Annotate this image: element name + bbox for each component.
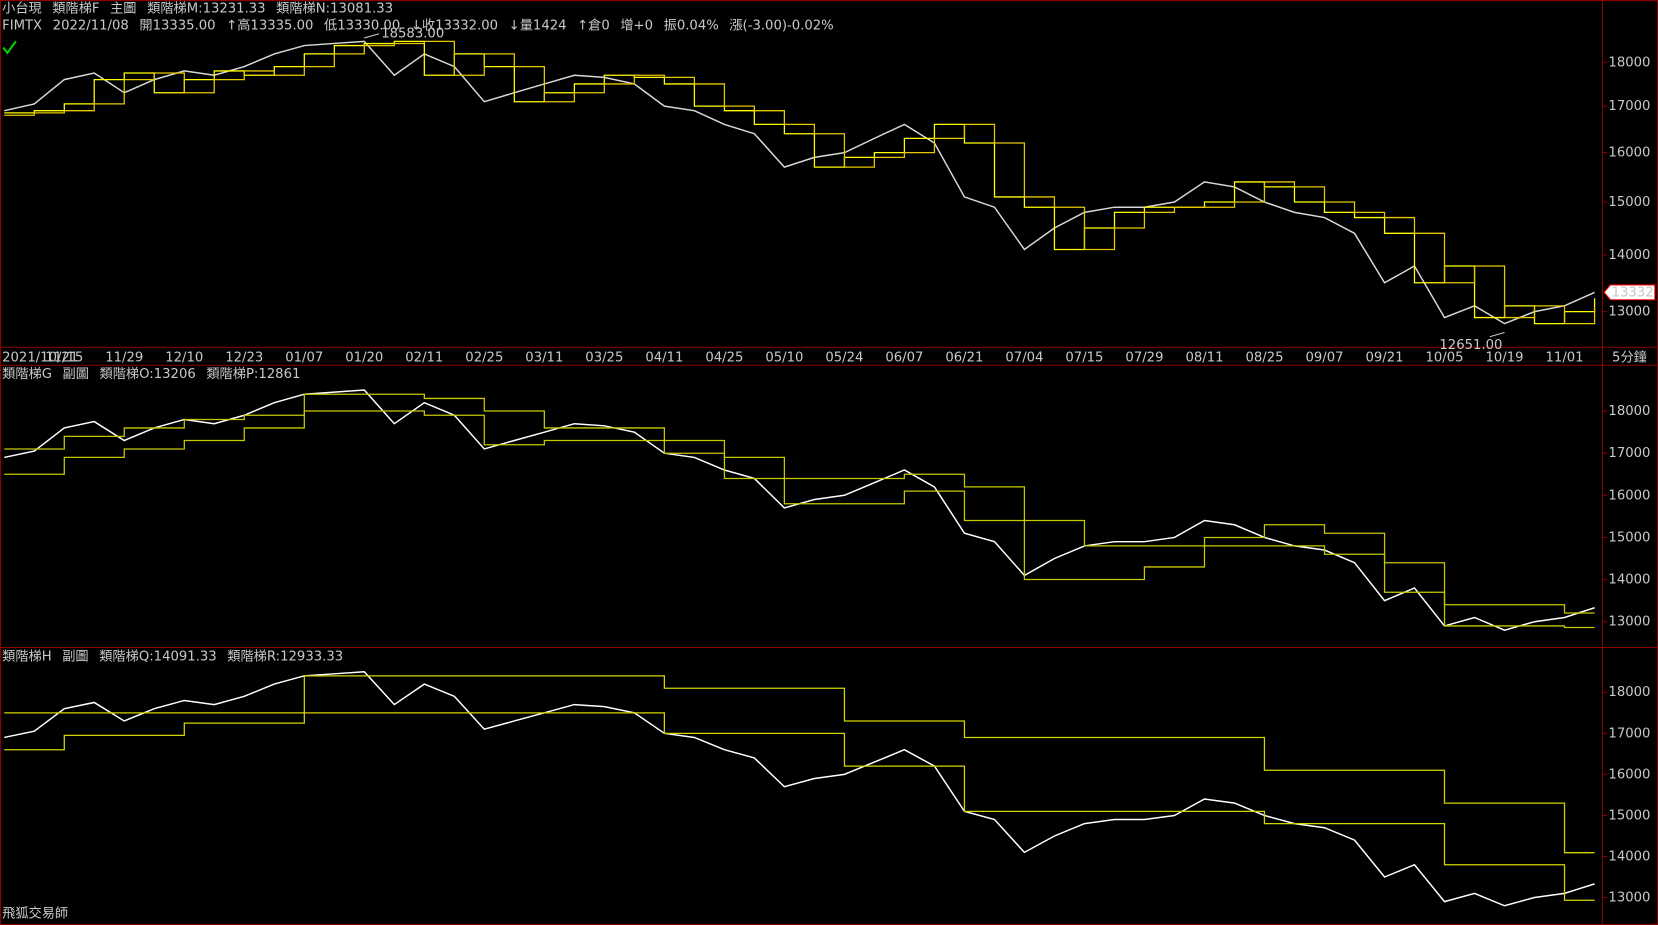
x-tick-label: 02/25 [465,350,503,365]
price-line [4,389,1595,631]
interval-label: 5分鐘 [1612,348,1647,365]
step-line [4,40,1596,325]
x-tick-label: 01/20 [345,350,383,365]
x-tick-label: 04/25 [705,350,743,365]
y-tick-label: 13000 [1608,891,1650,906]
quote-info: FIMTX [2,18,42,33]
x-tick-label: 03/11 [525,350,563,365]
legend-entry: 類階梯P:12861 [206,366,300,382]
quote-info: 漲(-3.00)-0.02% [729,17,833,33]
y-tick-label: 17000 [1608,726,1650,741]
price-line [4,40,1595,325]
y-tick-label: 13000 [1608,615,1650,630]
y-tick-label: 16000 [1608,767,1650,782]
indicator-name: 類階梯H [2,648,52,664]
legend-entry: 類階梯Q:14091.33 [99,648,216,664]
y-tick-label: 14000 [1608,849,1650,864]
quote-info: 低13330.00 [324,17,400,33]
x-tick-label: 08/25 [1245,350,1283,365]
step-line [4,675,1595,854]
y-tick-label: 15000 [1608,808,1650,823]
pane-name: 主圖 [110,0,136,16]
footer-label: 飛狐交易師 [2,904,68,921]
indicator-name: 類階梯G [2,366,52,382]
x-tick-label: 03/25 [585,350,623,365]
y-tick-label: 14000 [1608,248,1650,263]
annotation-leader [364,33,380,39]
quote-info: ↓量1424 [509,17,567,33]
y-tick-label: 15000 [1608,195,1650,210]
step-line [4,712,1595,901]
quote-info: ↑倉0 [577,17,610,33]
y-tick-label: 17000 [1608,99,1650,114]
x-tick-label: 01/07 [285,350,323,365]
x-tick-label: 05/10 [765,350,803,365]
y-tick-label: 17000 [1608,446,1650,461]
pane-name: 副圖 [63,366,89,382]
quote-info: 增+0 [620,17,653,33]
x-tick-label: 08/11 [1185,350,1223,365]
x-tick-label: 12/10 [165,350,203,365]
x-tick-label: 2021/10/21 [2,350,78,365]
step-line [4,410,1595,629]
annotation-leader [1489,332,1505,338]
y-tick-label: 15000 [1608,530,1650,545]
legend-entry: 類階梯M:13231.33 [147,0,265,16]
x-tick-label: 07/29 [1125,350,1163,365]
x-tick-label: 05/24 [825,350,863,365]
check-icon [2,40,17,55]
y-tick-label: 13000 [1608,305,1650,320]
y-tick-label: 18000 [1608,404,1650,419]
x-tick-label: 07/15 [1065,350,1103,365]
y-tick-label: 14000 [1608,573,1650,588]
price-line [4,670,1595,907]
x-tick-label: 12/23 [225,350,263,365]
price-tag [1603,284,1656,301]
x-tick-label: 10/19 [1486,350,1524,365]
x-tick-label: 11/15 [45,350,83,365]
x-tick-label: 09/21 [1365,350,1403,365]
x-tick-label: 07/04 [1005,350,1043,365]
quote-info: ↓收13332.00 [411,17,498,33]
y-tick-label: 16000 [1608,146,1650,161]
y-tick-label: 18000 [1608,685,1650,700]
x-tick-label: 10/05 [1425,350,1463,365]
instrument-title: 小台現 [2,0,42,16]
quote-info: ↑高13335.00 [226,16,313,33]
step-line [4,40,1596,325]
indicator-name: 類階梯F [52,0,99,16]
annotation-label: 12651.00 [1439,338,1502,353]
quote-info: 開13335.00 [139,18,215,33]
quote-info: 振0.04% [664,17,719,33]
x-tick-label: 04/11 [645,350,683,365]
x-tick-label: 02/11 [405,350,443,365]
x-tick-label: 06/21 [945,350,983,365]
x-tick-label: 11/01 [1546,350,1584,365]
y-tick-label: 16000 [1608,488,1650,503]
pane-name: 副圖 [62,648,88,664]
x-tick-label: 06/07 [885,350,923,365]
y-tick-label: 18000 [1608,55,1650,70]
price-tag-label: 13332 [1612,285,1654,300]
x-tick-label: 11/29 [105,350,143,365]
quote-info: 2022/11/08 [53,18,129,33]
legend-entry: 類階梯R:12933.33 [227,648,343,664]
annotation-label: 18583.00 [381,27,444,42]
legend-entry: 類階梯N:13081.33 [276,0,393,16]
legend-entry: 類階梯O:13206 [100,366,196,382]
x-tick-label: 09/07 [1305,350,1343,365]
